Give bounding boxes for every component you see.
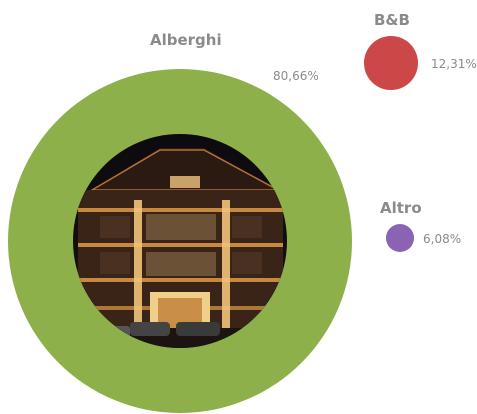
hotel-photo (73, 134, 287, 348)
category-label-altro: Altro (380, 199, 422, 217)
bubble-altro (386, 224, 414, 252)
category-label-alberghi: Alberghi (150, 31, 222, 49)
value-label-bb: 12,31% (431, 57, 477, 71)
bubble-bb (364, 36, 418, 90)
category-label-bb: B&B (374, 11, 410, 29)
value-label-altro: 6,08% (423, 232, 461, 246)
value-label-alberghi: 80,66% (273, 69, 319, 83)
